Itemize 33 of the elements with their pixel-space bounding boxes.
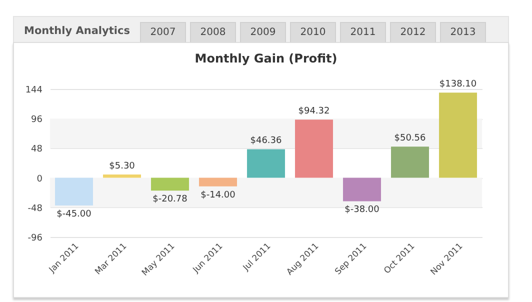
data-label: $94.32 (298, 106, 330, 117)
text: Monthly Analytics (23, 25, 131, 39)
data-label: $46.36 (250, 136, 282, 146)
data-label: $50.56 (394, 134, 426, 144)
bar (343, 178, 381, 202)
bar (103, 174, 141, 178)
y-tick-label: -96 (28, 234, 43, 244)
bar (55, 178, 93, 206)
text: 2008 (190, 22, 236, 43)
y-tick-label: 96 (31, 115, 43, 126)
bar (199, 178, 237, 186)
text: 2009 (240, 22, 286, 43)
bar (295, 120, 333, 178)
data-label: $-45.00 (56, 210, 92, 220)
text: 2007 (140, 22, 186, 43)
y-tick-label: 48 (31, 144, 43, 155)
text: 2011 (340, 22, 386, 43)
chart-title: Monthly Gain (Profit) (194, 52, 338, 66)
data-label: $-14.00 (200, 190, 236, 200)
bar (247, 149, 285, 178)
bar (439, 92, 477, 178)
text: 2013 (440, 22, 486, 43)
data-label: $-20.78 (152, 194, 188, 205)
text: 2012 (390, 22, 436, 43)
y-tick-label: -48 (28, 204, 43, 214)
bar (391, 146, 429, 178)
y-tick-label: 0 (36, 174, 43, 184)
data-label: $-38.00 (344, 205, 380, 216)
bar (151, 178, 189, 191)
text: 2010 (290, 22, 336, 43)
data-label: $138.10 (439, 80, 477, 90)
data-label: $5.30 (109, 162, 136, 172)
y-tick-label: 144 (25, 86, 43, 96)
